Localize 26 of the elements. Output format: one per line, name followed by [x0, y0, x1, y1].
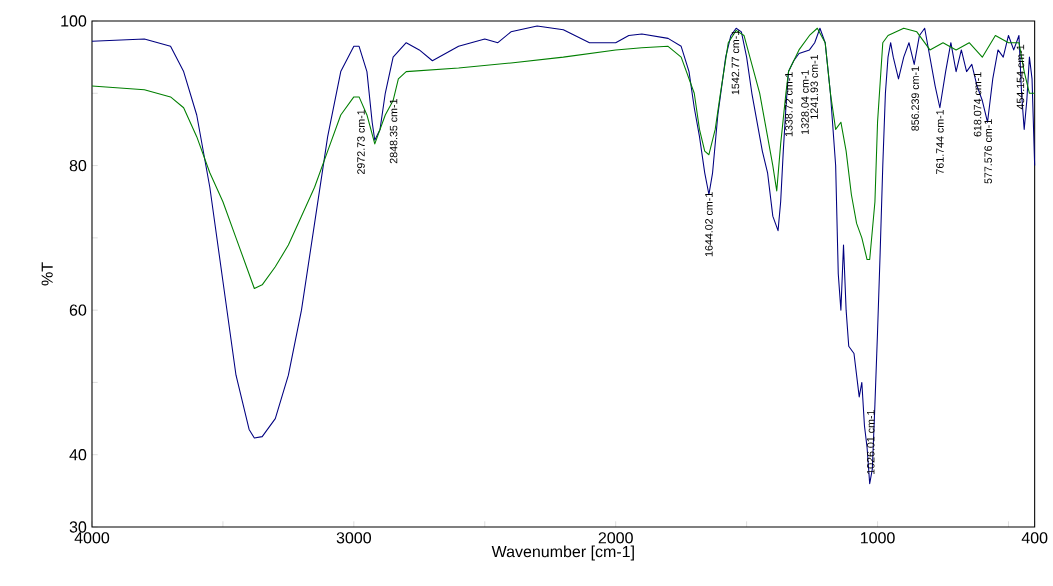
y-tick-label: 40 [69, 449, 87, 461]
annotation: 618.074 cm-1 [973, 72, 982, 137]
x-tick-label: 3000 [336, 532, 372, 544]
annotation: 1026.01 cm-1 [866, 410, 875, 474]
y-tick-label: 100 [61, 15, 87, 27]
y-tick-label: 60 [69, 304, 87, 316]
annotation: 1241.93 cm-1 [810, 54, 818, 119]
annotation: 2972.73 cm-1 [357, 109, 365, 175]
annotation: 1542.77 cm-1 [731, 30, 740, 95]
annotation: 1328.04 cm-1 [801, 70, 809, 134]
x-tick-label: 1000 [860, 532, 895, 544]
annotation: 2848.35 cm-1 [389, 99, 398, 164]
x-tick-label: 400 [1021, 532, 1048, 544]
y-tick-label: 80 [69, 159, 87, 172]
x-axis-title: Wavenumber [cm-1] [491, 545, 634, 561]
x-tick-label: 2000 [598, 532, 633, 544]
annotation: 577.576 cm-1 [984, 119, 992, 184]
annotation: 1644.02 cm-1 [705, 192, 713, 257]
annotation: 856.239 cm-1 [911, 66, 919, 131]
annotation: 454.154 cm-1 [1016, 44, 1025, 110]
x-tick-label: 4000 [74, 532, 110, 544]
line-series [91, 27, 1036, 289]
annotation: 761.744 cm-1 [936, 109, 944, 175]
annotation: 1338.72 cm-1 [785, 72, 793, 137]
y-tick-label: 30 [69, 521, 87, 533]
y-axis-title: %T [41, 262, 53, 286]
